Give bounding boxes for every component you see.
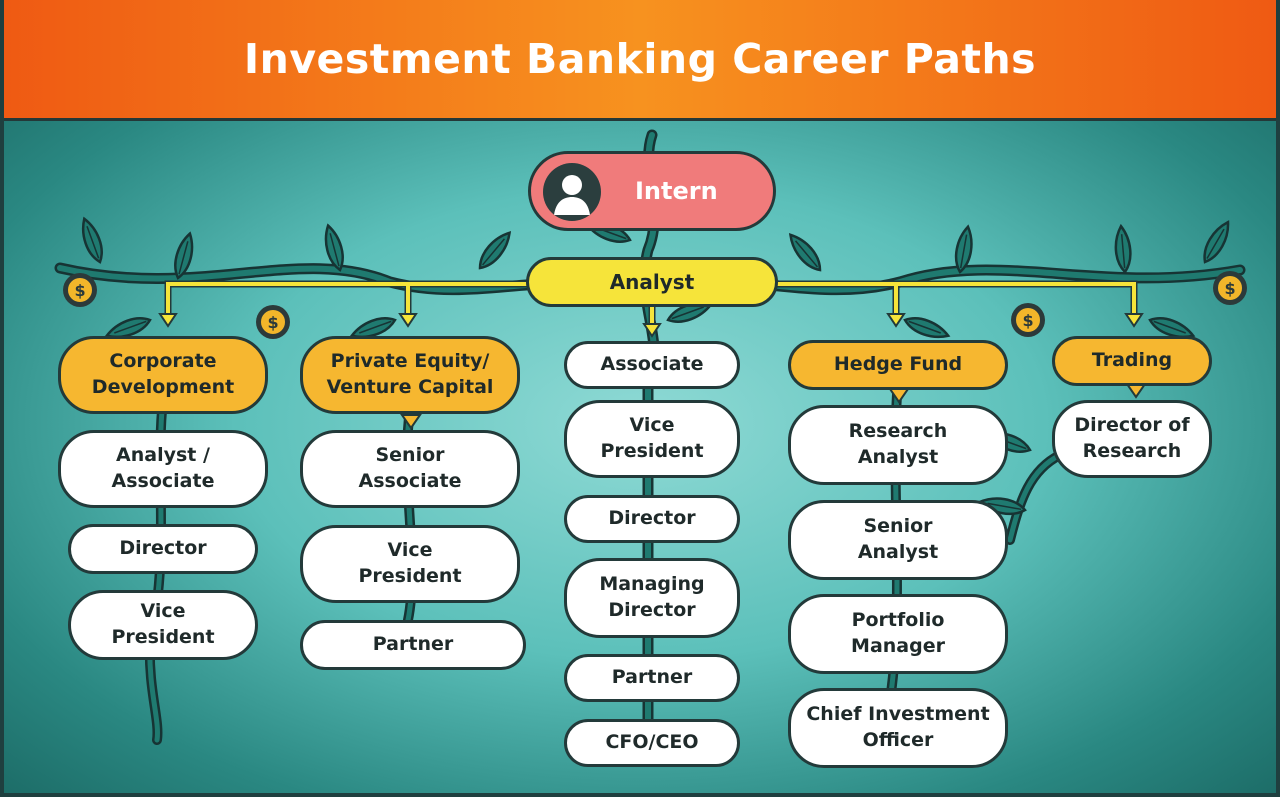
connector-lines: [166, 282, 1136, 330]
title-banner: Investment Banking Career Paths: [4, 0, 1276, 121]
pe-partner-node: Partner: [300, 620, 526, 670]
hf-senior-analyst-node: Senior Analyst: [788, 500, 1008, 580]
banking-managing-director-node: Managing Director: [564, 558, 740, 638]
trading-director-of-research-node: Director of Research: [1052, 400, 1212, 478]
banking-director-node: Director: [564, 495, 740, 543]
connector-arrowheads: [158, 313, 1144, 338]
intern-node: Intern: [528, 151, 776, 231]
banking-associate-node: Associate: [564, 341, 740, 389]
track-head-hedge-fund: Hedge Fund: [788, 340, 1008, 390]
corporate-analyst-associate-node: Analyst / Associate: [58, 430, 268, 508]
dollar-coin-icon: [62, 272, 98, 308]
banking-vice-president-node: Vice President: [564, 400, 740, 478]
pe-vice-president-node: Vice President: [300, 525, 520, 603]
dollar-coin-icon: [1010, 302, 1046, 338]
track-head-trading: Trading: [1052, 336, 1212, 386]
pe-senior-associate-node: Senior Associate: [300, 430, 520, 508]
dollar-coin-icon: [255, 304, 291, 340]
intern-label: Intern: [635, 177, 718, 205]
hf-portfolio-manager-node: Portfolio Manager: [788, 594, 1008, 674]
track-head-private-equity: Private Equity/ Venture Capital: [300, 336, 520, 414]
dollar-coin-icon: [1212, 270, 1248, 306]
analyst-node: Analyst: [526, 257, 778, 307]
track-head-corporate-development: Corporate Development: [58, 336, 268, 414]
page-title: Investment Banking Career Paths: [243, 35, 1037, 83]
banking-partner-node: Partner: [564, 654, 740, 702]
hf-research-analyst-node: Research Analyst: [788, 405, 1008, 485]
corporate-vice-president-node: Vice President: [68, 590, 258, 660]
corporate-director-node: Director: [68, 524, 258, 574]
banking-cfo-ceo-node: CFO/CEO: [564, 719, 740, 767]
hf-chief-investment-officer-node: Chief Investment Officer: [788, 688, 1008, 768]
person-icon: [543, 163, 601, 221]
